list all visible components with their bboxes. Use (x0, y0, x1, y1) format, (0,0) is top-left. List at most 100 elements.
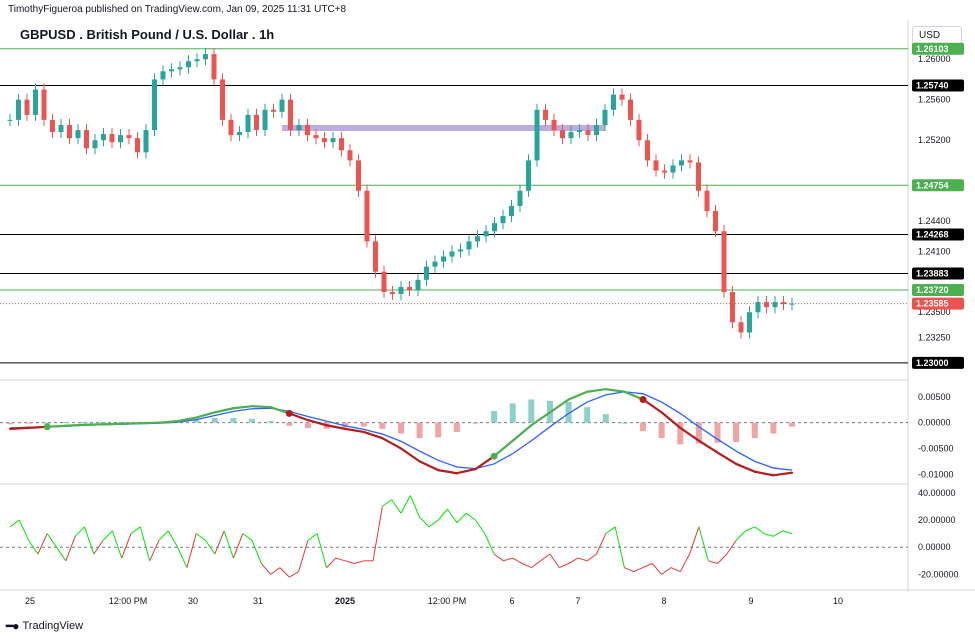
osc-line-segment (614, 526, 625, 568)
macd-histogram-bar (602, 414, 609, 423)
candle-body (509, 205, 514, 217)
macd-line-segment (567, 390, 589, 401)
osc-line-segment (512, 557, 523, 564)
candle-body (534, 109, 540, 161)
macd-line-segment (176, 416, 198, 423)
osc-line-segment (354, 560, 364, 564)
osc-line-segment (177, 546, 188, 568)
osc-line-segment (698, 526, 709, 561)
osc-line-segment (195, 533, 206, 541)
candle-body (203, 54, 208, 60)
macd-line-segment (679, 426, 701, 442)
candle-body (679, 160, 684, 166)
candle-body (135, 138, 140, 153)
candle-body (704, 190, 710, 211)
level-tag (912, 228, 964, 241)
osc-line-segment (447, 508, 458, 524)
macd-line-segment (325, 424, 347, 430)
macd-histogram-bar (453, 422, 460, 432)
candle-body (764, 302, 769, 308)
macd-line-segment (772, 471, 794, 477)
osc-line-segment (335, 557, 346, 562)
macd-line-segment (586, 388, 607, 393)
osc-line-segment (130, 526, 141, 535)
macd-histogram-bar (714, 422, 721, 443)
candle-body (296, 124, 302, 131)
osc-line-segment (93, 540, 104, 555)
tradingview-logo-icon: ━● (6, 619, 20, 633)
macd-histogram-bar (751, 422, 758, 439)
candle-body (339, 138, 344, 151)
candle-body (58, 124, 64, 133)
osc-line-segment (484, 533, 495, 555)
candle-body (738, 322, 744, 333)
macd-histogram-bar (304, 422, 311, 429)
price-tick-label: 1.23500 (918, 307, 951, 317)
osc-line-segment (149, 540, 160, 562)
time-tick-label: 12:00 PM (428, 596, 467, 606)
footer-brand[interactable]: ━● TradingView (6, 619, 83, 633)
candle-body (356, 160, 361, 191)
macd-histogram-bar (360, 422, 367, 427)
macd-line-segment (139, 421, 161, 425)
candle-body (41, 89, 47, 120)
publisher-line: TimothyFigueroa published on TradingView… (8, 4, 347, 15)
osc-line-segment (139, 526, 151, 561)
osc-line-segment (708, 560, 718, 564)
candle-body (101, 134, 106, 141)
candle-body (747, 312, 752, 333)
macd-histogram-bar (398, 422, 404, 434)
candle-body (772, 302, 778, 308)
macd-line-segment (641, 398, 663, 414)
osc-line-segment (679, 553, 691, 572)
last-price-label: 1.23585 (916, 299, 949, 309)
macd-line-segment (8, 426, 30, 430)
macd-histogram-bar (789, 422, 795, 427)
candles-group (7, 48, 795, 339)
osc-line-segment (754, 526, 765, 535)
osc-line-segment (549, 553, 560, 568)
candle-body (245, 114, 251, 133)
osc-line-segment (251, 540, 262, 564)
macd-histogram-bar (565, 401, 572, 423)
candle-body (670, 165, 676, 173)
level-tag (912, 79, 964, 92)
osc-line-segment (102, 530, 113, 541)
candle-body (662, 170, 667, 173)
candle-body (568, 132, 574, 139)
macd-line-segment (399, 447, 421, 463)
osc-line-segment (270, 567, 281, 575)
osc-line-segment (465, 512, 476, 521)
osc-line-segment (531, 560, 541, 569)
macd-line-segment (250, 405, 272, 409)
macd-line-segment (437, 469, 458, 475)
osc-tick-label: 40.00000 (918, 488, 956, 498)
osc-line-segment (56, 546, 67, 562)
macd-histogram-bar (472, 422, 479, 424)
osc-line-segment (158, 530, 169, 541)
macd-histogram-bar (44, 422, 51, 424)
candle-body (636, 119, 642, 141)
osc-line-segment (782, 530, 793, 535)
osc-line-segment (289, 571, 299, 578)
candle-body (730, 291, 735, 323)
osc-line-segment (382, 499, 392, 507)
macd-cross-marker (43, 423, 51, 431)
level-tag-label: 1.24754 (916, 180, 949, 190)
candle-body (254, 114, 259, 131)
osc-line-segment (242, 533, 253, 541)
macd-line-segment (735, 462, 756, 473)
macd-histogram-bar (491, 411, 498, 423)
price-tick-label: 1.25600 (918, 95, 951, 105)
macd-histogram-bar (25, 422, 32, 424)
osc-line-segment (345, 560, 355, 564)
macd-histogram-bar (584, 407, 591, 423)
macd-line-segment (157, 420, 179, 424)
level-tag (912, 42, 964, 55)
osc-line-segment (559, 563, 569, 569)
osc-tick-label: 0.00000 (918, 542, 951, 552)
osc-line-segment (167, 530, 179, 548)
candle-body (415, 279, 421, 290)
candle-body (313, 135, 319, 139)
